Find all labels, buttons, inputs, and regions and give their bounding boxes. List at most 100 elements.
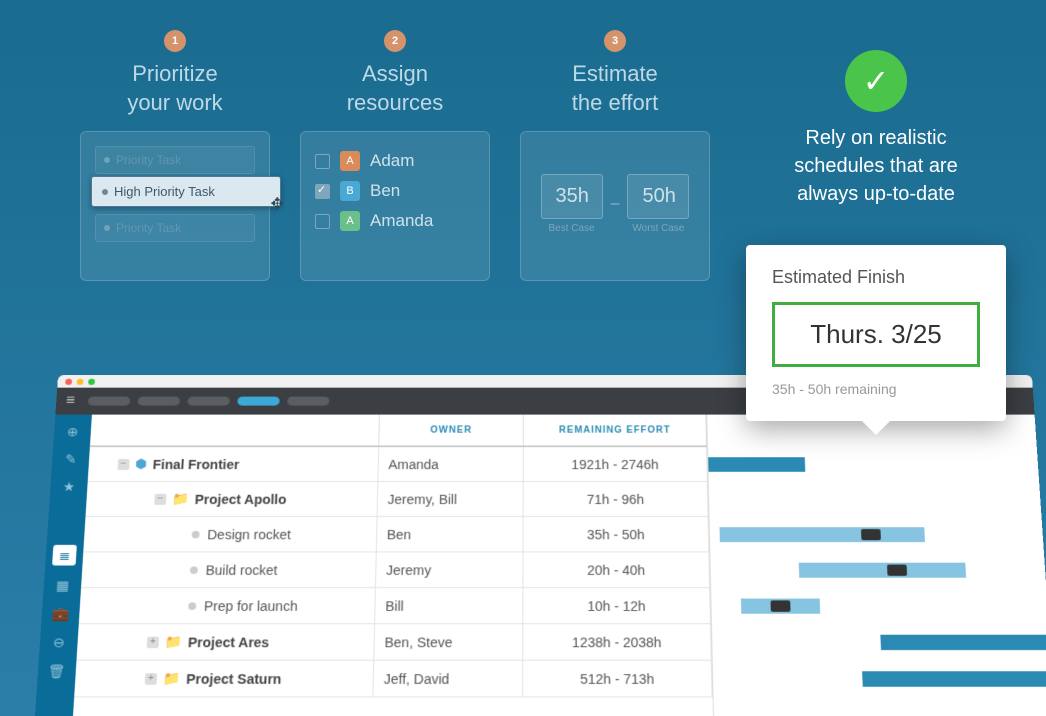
resource-row[interactable]: B Ben [315,176,475,206]
checkbox[interactable] [315,214,330,229]
row-owner: Amanda [378,447,523,481]
expand-toggle[interactable]: − [154,493,166,504]
step-effort: 3 Estimatethe effort 35h Best Case – 50h… [515,30,715,281]
gantt-marker[interactable] [887,565,907,576]
app-window: ≡ ⊕ ✎ ★ ≣ ▦ 💼 ⊖ 🗑 OWNER REMAINING EFFORT [35,375,1046,716]
task-dot-icon [188,602,196,610]
row-effort: 35h - 50h [523,517,709,551]
move-icon: ✥ [271,194,284,214]
resource-row[interactable]: A Amanda [315,206,475,236]
estimate-tooltip: Estimated Finish Thurs. 3/25 35h - 50h r… [746,245,1006,421]
row-name: Build rocket [205,562,277,577]
resource-row[interactable]: A Adam [315,146,475,176]
step-badge-3: 3 [604,30,626,52]
step-badge-2: 2 [384,30,406,52]
resource-name: Adam [370,151,414,171]
avatar: B [340,181,360,201]
ghost-task-1: Priority Task [95,146,255,174]
row-name: Project Apollo [194,492,286,507]
gantt-row [710,517,1044,552]
gantt-marker[interactable] [861,529,881,540]
grid-header: OWNER REMAINING EFFORT [90,415,707,448]
dash: – [611,195,620,213]
gantt-row [712,624,1046,660]
row-effort: 1921h - 2746h [524,447,708,481]
row-name: Final Frontier [152,457,239,472]
table-row[interactable]: Prep for launch Bill 10h - 12h [79,588,711,624]
toolbar-pill[interactable] [88,397,131,406]
gantt-bar[interactable] [880,635,1046,650]
step-badge-1: 1 [164,30,186,52]
estimate-remaining: 35h - 50h remaining [772,381,980,397]
folder-icon: 📁 [162,670,180,686]
estimate-date: Thurs. 3/25 [772,302,980,367]
row-effort: 1238h - 2038h [523,624,712,659]
nav-trash-icon[interactable]: 🗑 [47,663,66,680]
nav-edit-icon[interactable]: ✎ [62,451,80,467]
row-owner: Ben [377,517,524,551]
gantt-row [708,447,1039,482]
expand-toggle[interactable]: + [147,636,159,648]
best-case-label: Best Case [541,223,603,234]
table-row[interactable]: −⬢Final Frontier Amanda 1921h - 2746h [88,447,708,482]
high-priority-task[interactable]: High Priority Task✥ [91,176,281,207]
task-dot-icon [190,566,198,574]
row-owner: Ben, Steve [374,624,523,659]
toolbar-pill-active[interactable] [238,397,281,406]
table-row[interactable]: Design rocket Ben 35h - 50h [83,517,709,552]
checkbox[interactable] [315,154,330,169]
nav-briefcase-icon[interactable]: 💼 [51,605,70,622]
worst-case-box[interactable]: 50h [627,174,689,219]
step-assign: 2 Assignresources A Adam B Ben A Amanda [295,30,495,281]
row-name: Project Ares [188,634,270,649]
checkbox[interactable] [315,184,330,199]
table-row[interactable]: + 📁 Project Saturn Jeff, David 512h - 713h [74,661,712,698]
folder-icon: 📁 [172,491,190,507]
row-effort: 512h - 713h [523,661,713,697]
toolbar-pill[interactable] [138,397,181,406]
header-owner[interactable]: OWNER [379,415,524,446]
expand-toggle[interactable]: − [117,459,129,470]
nav-star-icon[interactable]: ★ [60,478,79,495]
best-case-box[interactable]: 35h [541,174,603,219]
gantt-area [706,415,1046,716]
nav-grid-icon[interactable]: ▦ [53,577,72,594]
step-title-1: Prioritizeyour work [127,60,222,117]
worst-case-label: Worst Case [627,223,689,234]
gantt-row [711,588,1046,624]
gantt-row [710,552,1046,588]
step-title-2: Assignresources [347,60,444,117]
row-effort: 71h - 96h [524,482,709,516]
row-name: Design rocket [207,527,291,542]
nav-minus-icon[interactable]: ⊖ [49,634,68,651]
header-effort[interactable]: REMAINING EFFORT [524,415,707,446]
menu-icon[interactable]: ≡ [65,393,75,409]
assign-card: A Adam B Ben A Amanda [300,131,490,281]
expand-toggle[interactable]: + [145,673,158,685]
toolbar-pill[interactable] [287,397,329,406]
ghost-task-2: Priority Task [95,214,255,242]
row-effort: 20h - 40h [523,552,710,587]
row-effort: 10h - 12h [523,588,711,623]
task-dot-icon [192,530,200,537]
row-owner: Jeremy [376,552,524,587]
table-row[interactable]: +📁Project Ares Ben, Steve 1238h - 2038h [76,624,711,660]
row-name: Project Saturn [186,671,282,686]
nav-plus-icon[interactable]: ⊕ [63,424,81,440]
toolbar-pill[interactable] [188,397,231,406]
row-owner: Bill [375,588,523,623]
row-owner: Jeff, David [373,661,523,697]
gantt-bar[interactable] [708,457,805,472]
step-title-3: Estimatethe effort [572,60,658,117]
table-row[interactable]: −📁Project Apollo Jeremy, Bill 71h - 96h [85,482,708,517]
check-icon: ✓ [845,50,907,112]
effort-card: 35h Best Case – 50h Worst Case [520,131,710,281]
avatar: A [340,151,360,171]
gantt-marker[interactable] [770,600,790,611]
hero-text: Rely on realisticschedules that arealway… [746,124,1006,208]
step-prioritize: 1 Prioritizeyour work Priority Task Prio… [75,30,275,281]
avatar: A [340,211,360,231]
nav-list-icon[interactable]: ≣ [52,545,77,566]
gantt-bar[interactable] [862,671,1046,686]
table-row[interactable]: Build rocket Jeremy 20h - 40h [81,552,710,588]
